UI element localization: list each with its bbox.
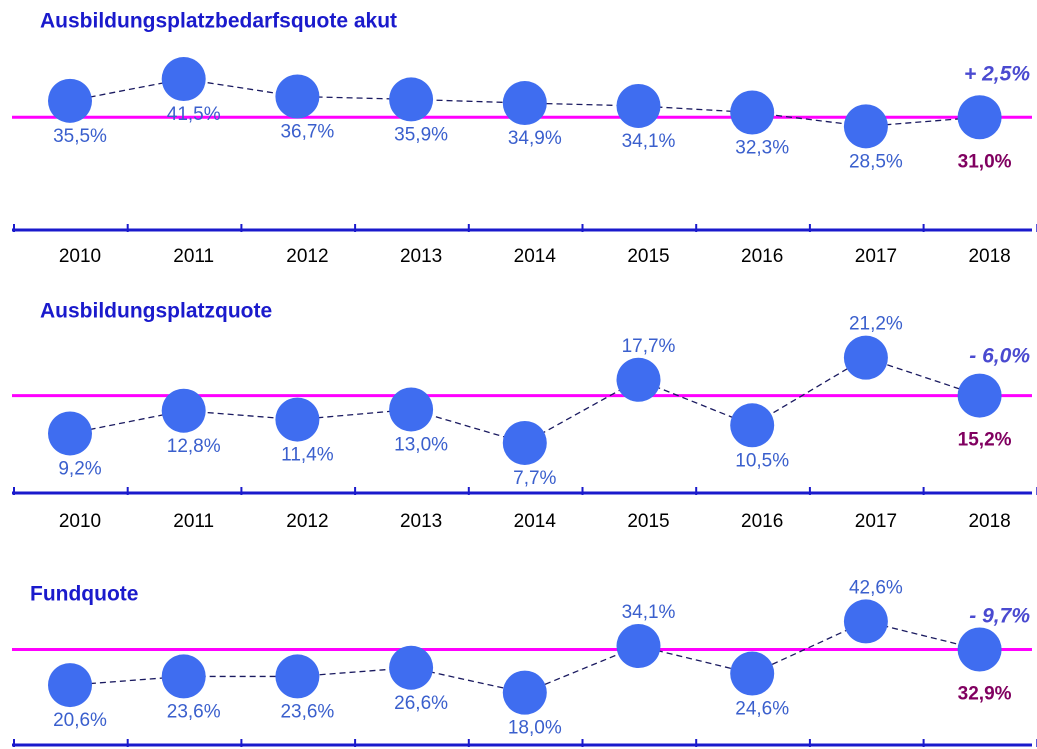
data-point [161,654,206,699]
x-tick-label: 2012 [286,246,328,267]
value-label: 15,2% [958,430,1012,451]
value-label: 34,1% [622,602,676,623]
x-tick-label: 2018 [968,246,1010,267]
data-point [48,663,92,708]
value-label: 9,2% [58,458,101,479]
data-point [616,83,661,128]
data-point [48,411,92,456]
value-label: 34,1% [622,131,676,152]
x-tick-label: 2015 [627,511,669,532]
chart-title: Fundquote [30,583,138,606]
chart-title: Ausbildungsplatzbedarfsquote akut [40,10,397,33]
data-point [843,335,888,380]
value-label: 23,6% [280,701,334,722]
value-label: 32,3% [735,138,789,159]
value-label: 42,6% [849,577,903,598]
annotation: - 6,0% [969,345,1030,368]
value-label: 34,9% [508,128,562,149]
value-label: 28,5% [849,151,903,172]
data-point [389,77,434,122]
value-label: 36,7% [280,122,334,143]
value-label: 21,2% [849,314,903,335]
x-tick-label: 2016 [741,246,783,267]
x-tick-label: 2010 [59,511,101,532]
value-label: 24,6% [735,699,789,720]
annotation: - 9,7% [969,605,1030,628]
value-label: 12,8% [167,436,221,457]
data-point [730,403,775,448]
data-point [843,104,888,149]
data-point [616,357,661,402]
data-point [275,654,320,699]
x-tick-label: 2017 [855,511,897,532]
data-point [502,81,547,126]
data-point [957,627,1002,672]
data-point [616,624,661,669]
data-point [275,397,320,442]
value-label: 20,6% [53,710,107,731]
x-tick-label: 2014 [514,511,557,532]
value-label: 41,5% [167,104,221,125]
value-label: 32,9% [958,684,1012,705]
data-point [957,373,1002,418]
x-tick-label: 2014 [514,246,557,267]
value-label: 31,0% [958,151,1012,172]
x-tick-label: 2013 [400,511,442,532]
x-tick-label: 2015 [627,246,669,267]
value-label: 35,5% [53,126,107,147]
value-label: 13,0% [394,434,448,455]
value-label: 11,4% [281,445,334,466]
value-label: 10,5% [735,450,789,471]
chart-title: Ausbildungsplatzquote [40,300,272,323]
value-label: 23,6% [167,701,221,722]
value-label: 26,6% [394,693,448,714]
series-line [69,78,980,127]
data-point [389,645,434,690]
series-line [69,620,980,694]
value-label: 17,7% [622,336,676,357]
x-tick-label: 2012 [286,511,328,532]
value-label: 7,7% [513,468,556,489]
data-point [730,90,775,135]
data-point [161,388,206,433]
value-label: 18,0% [508,718,562,739]
data-point [957,95,1002,140]
data-point [730,651,775,696]
data-point [275,74,320,119]
data-point [843,599,888,644]
data-point [502,420,547,465]
value-label: 35,9% [394,124,448,145]
x-tick-label: 2017 [855,246,897,267]
data-point [161,57,206,102]
data-point [502,670,547,715]
x-tick-label: 2013 [400,246,442,267]
annotation: + 2,5% [964,63,1030,86]
data-point [389,387,434,432]
x-tick-label: 2010 [59,246,101,267]
data-point [48,78,92,123]
x-tick-label: 2018 [968,511,1010,532]
x-tick-label: 2016 [741,511,783,532]
x-tick-label: 2011 [173,246,214,267]
x-tick-label: 2011 [173,511,214,532]
